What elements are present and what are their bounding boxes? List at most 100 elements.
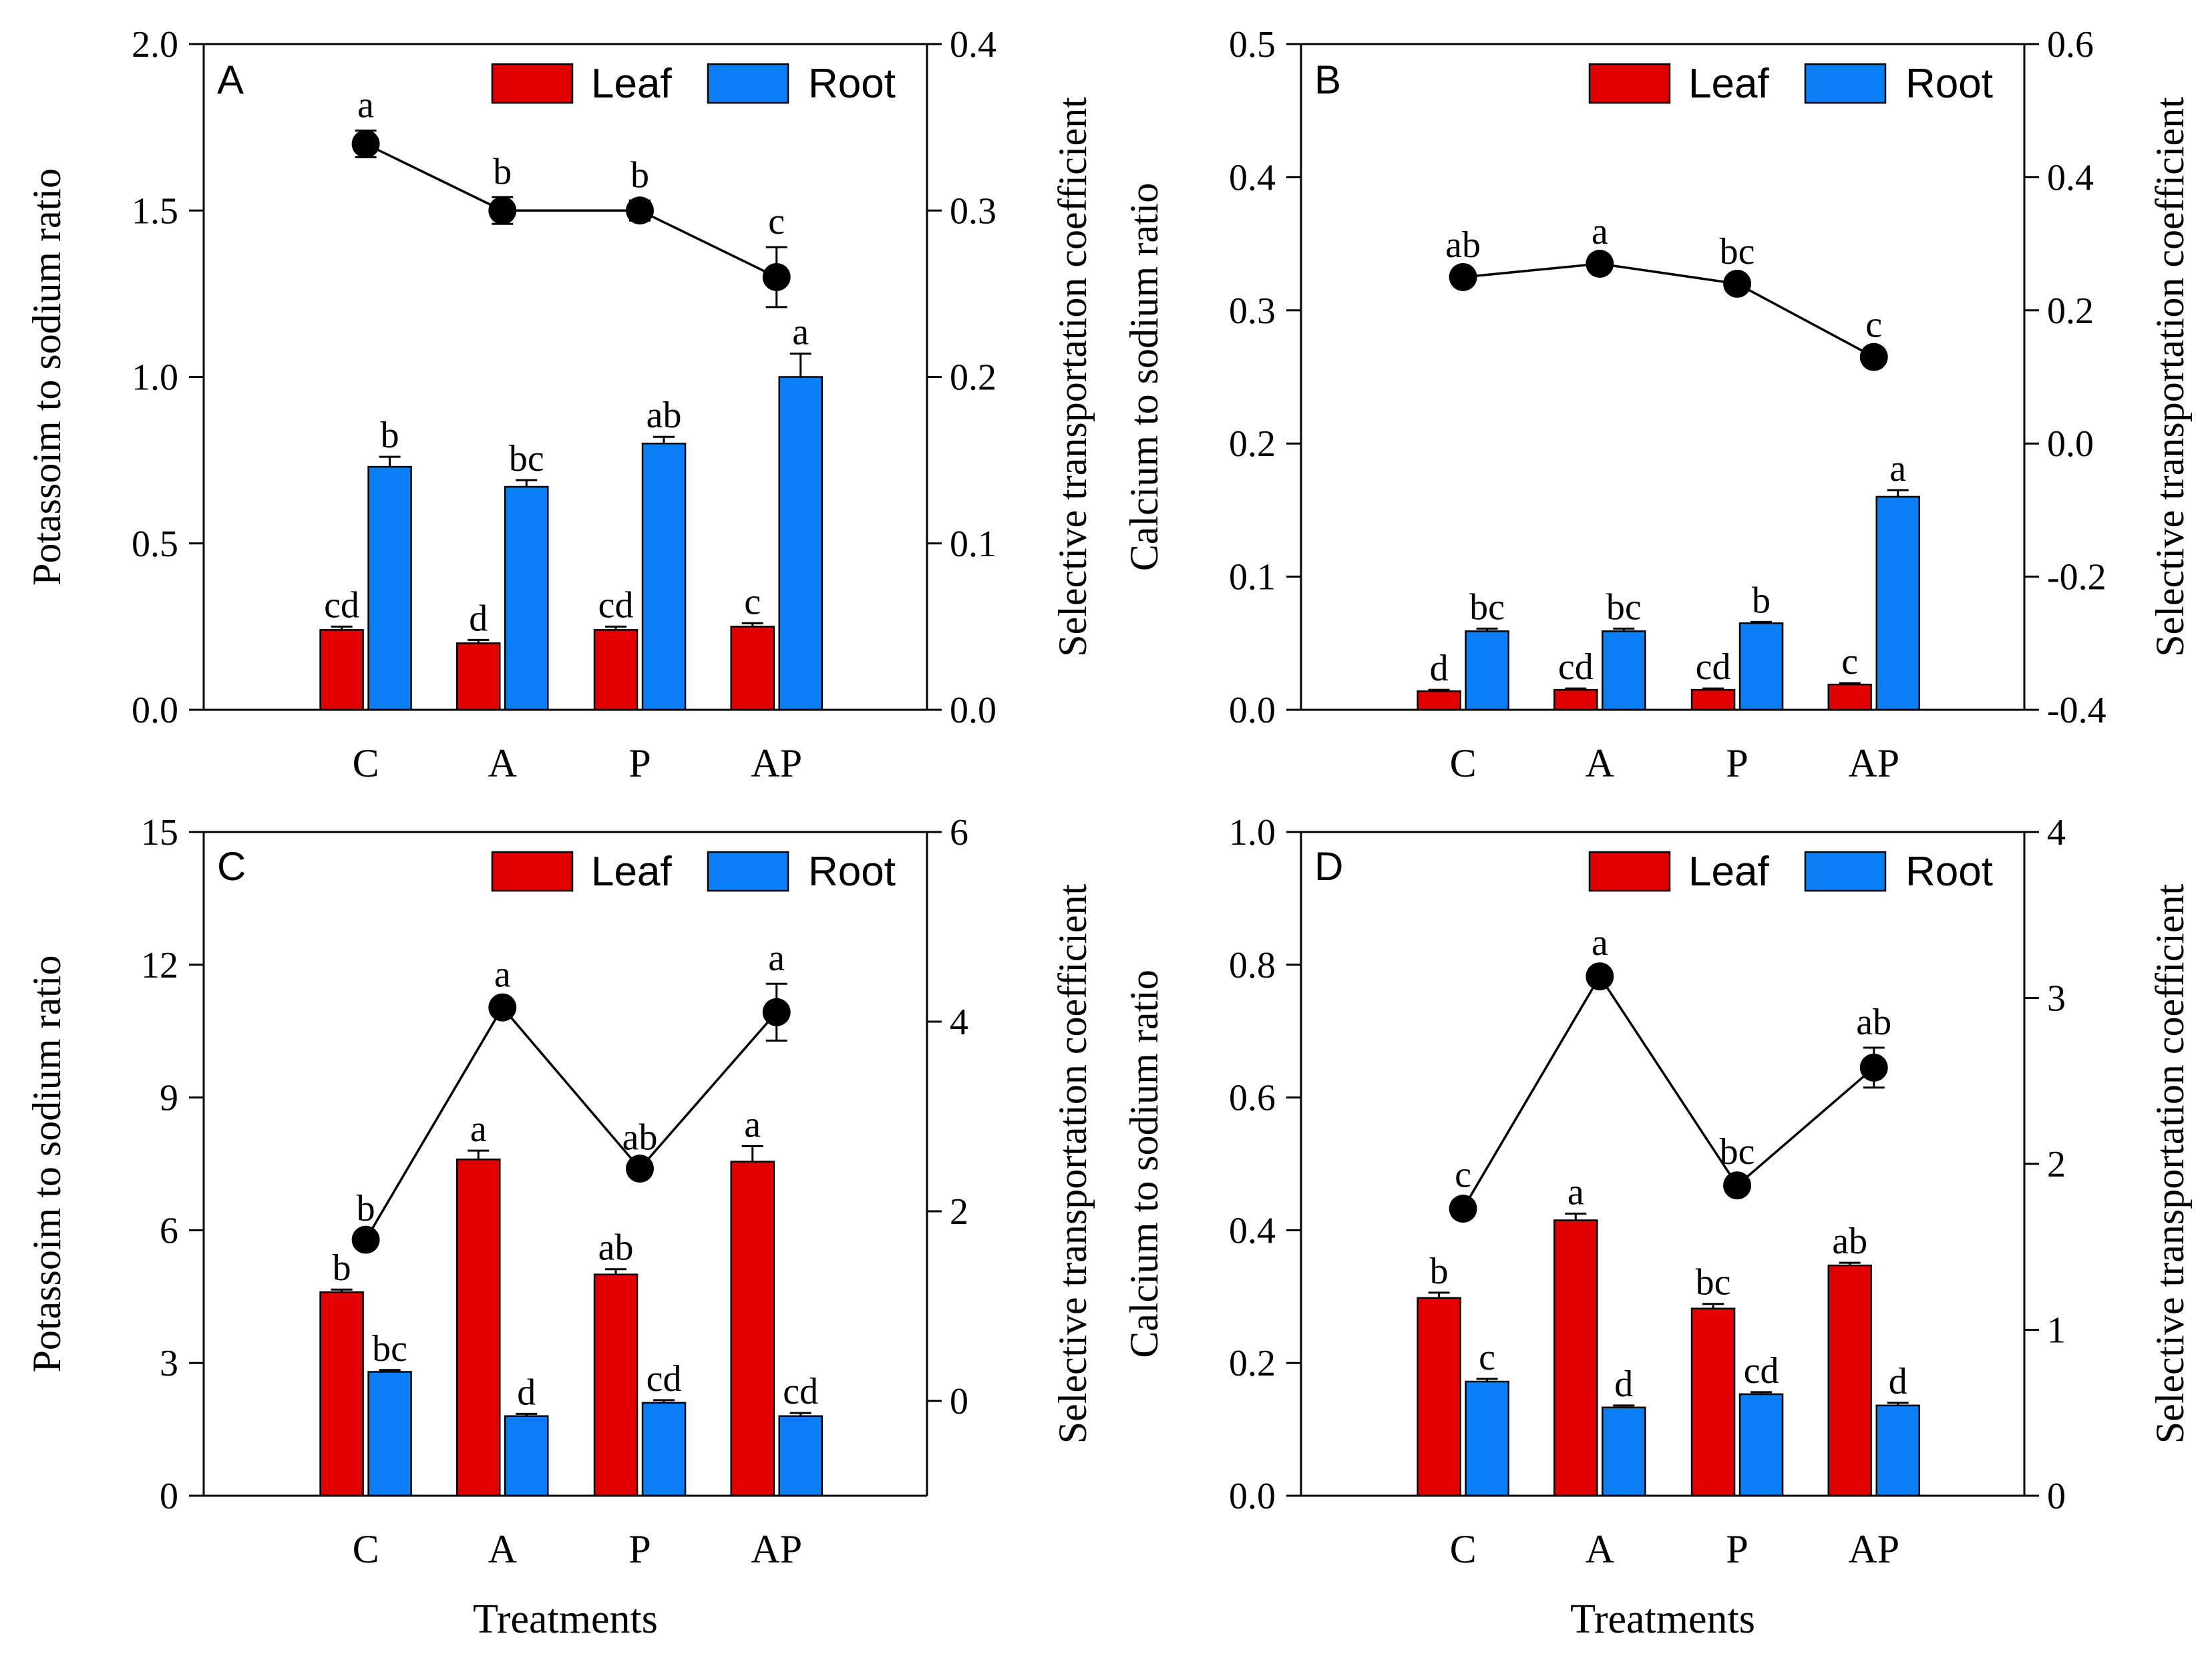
y2-tick-label: 2: [2047, 1144, 2066, 1185]
bar-leaf-a: [1553, 688, 1598, 711]
x-tick-label-c: C: [353, 1527, 379, 1571]
series-line: [1462, 974, 1875, 1209]
legend-label-root: Root: [808, 61, 896, 107]
panel-letter: D: [1314, 844, 1343, 889]
significance-letter: a: [470, 1108, 487, 1150]
significance-letter: d: [1614, 1364, 1633, 1405]
bar-leaf-c: [319, 1291, 364, 1497]
y2-tick-label: 0.2: [950, 357, 996, 399]
y2-axis-title: Selective transportation coefficient: [2148, 883, 2192, 1444]
y2-tick-label: 0.6: [2047, 24, 2094, 65]
significance-letter: b: [381, 415, 399, 456]
significance-letter: bc: [1606, 586, 1642, 628]
y2-tick-label: 2: [950, 1191, 968, 1233]
y-tick-label: 3: [160, 1343, 178, 1384]
legend-label-leaf: Leaf: [591, 849, 672, 895]
bar-root-c: [1465, 630, 1509, 711]
y2-tick-label: 4: [950, 1002, 968, 1043]
y-tick-label: 2.0: [132, 24, 178, 65]
line-significance-letter: b: [493, 151, 512, 192]
y-tick-label: 1.0: [1229, 812, 1276, 853]
line-significance-letter: c: [1455, 1155, 1471, 1196]
bar-leaf-ap: [1827, 1264, 1872, 1497]
y-tick-label: 0.6: [1229, 1078, 1276, 1119]
legend-label-root: Root: [808, 849, 896, 895]
y2-tick-label: -0.2: [2047, 557, 2106, 598]
y-tick-label: 0.3: [1229, 290, 1276, 332]
significance-letter: cd: [647, 1358, 682, 1400]
x-tick-label-ap: AP: [751, 1527, 802, 1571]
bar-root-ap: [1875, 495, 1920, 711]
y-tick-label: 0.8: [1229, 945, 1276, 986]
y2-tick-label: 0.3: [950, 190, 996, 232]
bar-leaf-c: [1417, 1297, 1461, 1497]
bar-root-ap: [1875, 1404, 1920, 1497]
significance-letter: d: [469, 598, 488, 639]
significance-letter: b: [1430, 1251, 1449, 1292]
significance-letter: a: [1889, 448, 1906, 489]
significance-letter: d: [1889, 1361, 1907, 1402]
x-tick-label-p: P: [1726, 741, 1748, 785]
x-axis-title: Treatments: [473, 1597, 658, 1642]
significance-letter: ab: [1832, 1221, 1867, 1262]
y2-tick-label: 0.4: [950, 24, 996, 65]
line-point-a: [1586, 250, 1614, 278]
significance-letter: a: [792, 312, 809, 353]
y-tick-label: 1.0: [132, 357, 178, 399]
line-significance-letter: ab: [1856, 1002, 1891, 1043]
line-point-c: [351, 130, 380, 158]
y-tick-label: 0.2: [1229, 1343, 1276, 1384]
series-line: [365, 142, 777, 278]
legend-swatch-leaf: [1588, 63, 1671, 104]
panel-letter: A: [217, 57, 244, 102]
y2-axis-title: Selective transportation coefficient: [2148, 97, 2192, 657]
bar-root-a: [504, 1415, 549, 1497]
bar-root-a: [504, 485, 549, 711]
y-tick-label: 0.5: [1229, 24, 1276, 65]
legend-swatch-root: [707, 851, 789, 892]
x-tick-label-a: A: [488, 1527, 517, 1571]
legend-label-leaf: Leaf: [1688, 61, 1769, 107]
x-tick-label-c: C: [1450, 741, 1477, 785]
y2-tick-label: 0.0: [2047, 423, 2094, 465]
bar-root-p: [1738, 1393, 1784, 1497]
y-tick-label: 0.0: [1229, 690, 1276, 731]
bar-leaf-a: [456, 642, 501, 711]
significance-letter: c: [1841, 641, 1858, 682]
bar-leaf-c: [319, 629, 364, 711]
x-axis-title: Treatments: [1570, 1597, 1755, 1642]
line-significance-letter: a: [1592, 211, 1608, 252]
legend-swatch-root: [707, 63, 789, 104]
y-tick-label: 9: [160, 1078, 178, 1119]
line-point-a: [488, 993, 517, 1022]
y2-tick-label: 0: [2047, 1476, 2066, 1517]
bar-leaf-p: [593, 629, 638, 711]
bar-root-ap: [778, 376, 823, 711]
y-tick-label: 0.4: [1229, 1210, 1276, 1251]
y2-tick-label: 1: [2047, 1310, 2066, 1352]
line-significance-letter: c: [1865, 304, 1882, 346]
line-significance-letter: ab: [1445, 224, 1481, 266]
bar-root-c: [367, 465, 412, 711]
x-tick-label-a: A: [1586, 741, 1614, 785]
y-tick-label: 15: [141, 812, 178, 853]
y-tick-label: 12: [141, 945, 178, 986]
line-significance-letter: a: [768, 938, 785, 979]
x-tick-label-p: P: [628, 1527, 651, 1571]
significance-letter: b: [333, 1247, 351, 1289]
line-point-ap: [762, 262, 791, 291]
bar-root-ap: [778, 1415, 823, 1497]
y-tick-label: 0.5: [132, 524, 178, 565]
legend-swatch-leaf: [1588, 851, 1671, 892]
legend-label-leaf: Leaf: [591, 61, 672, 107]
y2-tick-label: 0.2: [2047, 290, 2094, 332]
y-axis-title: Potassoim to sodium ratio: [25, 955, 69, 1372]
y-tick-label: 0: [160, 1476, 178, 1517]
significance-letter: d: [517, 1372, 536, 1413]
line-point-ap: [1859, 343, 1888, 371]
x-tick-label-p: P: [1726, 1527, 1748, 1571]
panel-letter: C: [217, 844, 246, 889]
x-tick-label-a: A: [1586, 1527, 1614, 1571]
bar-root-p: [641, 1402, 687, 1497]
